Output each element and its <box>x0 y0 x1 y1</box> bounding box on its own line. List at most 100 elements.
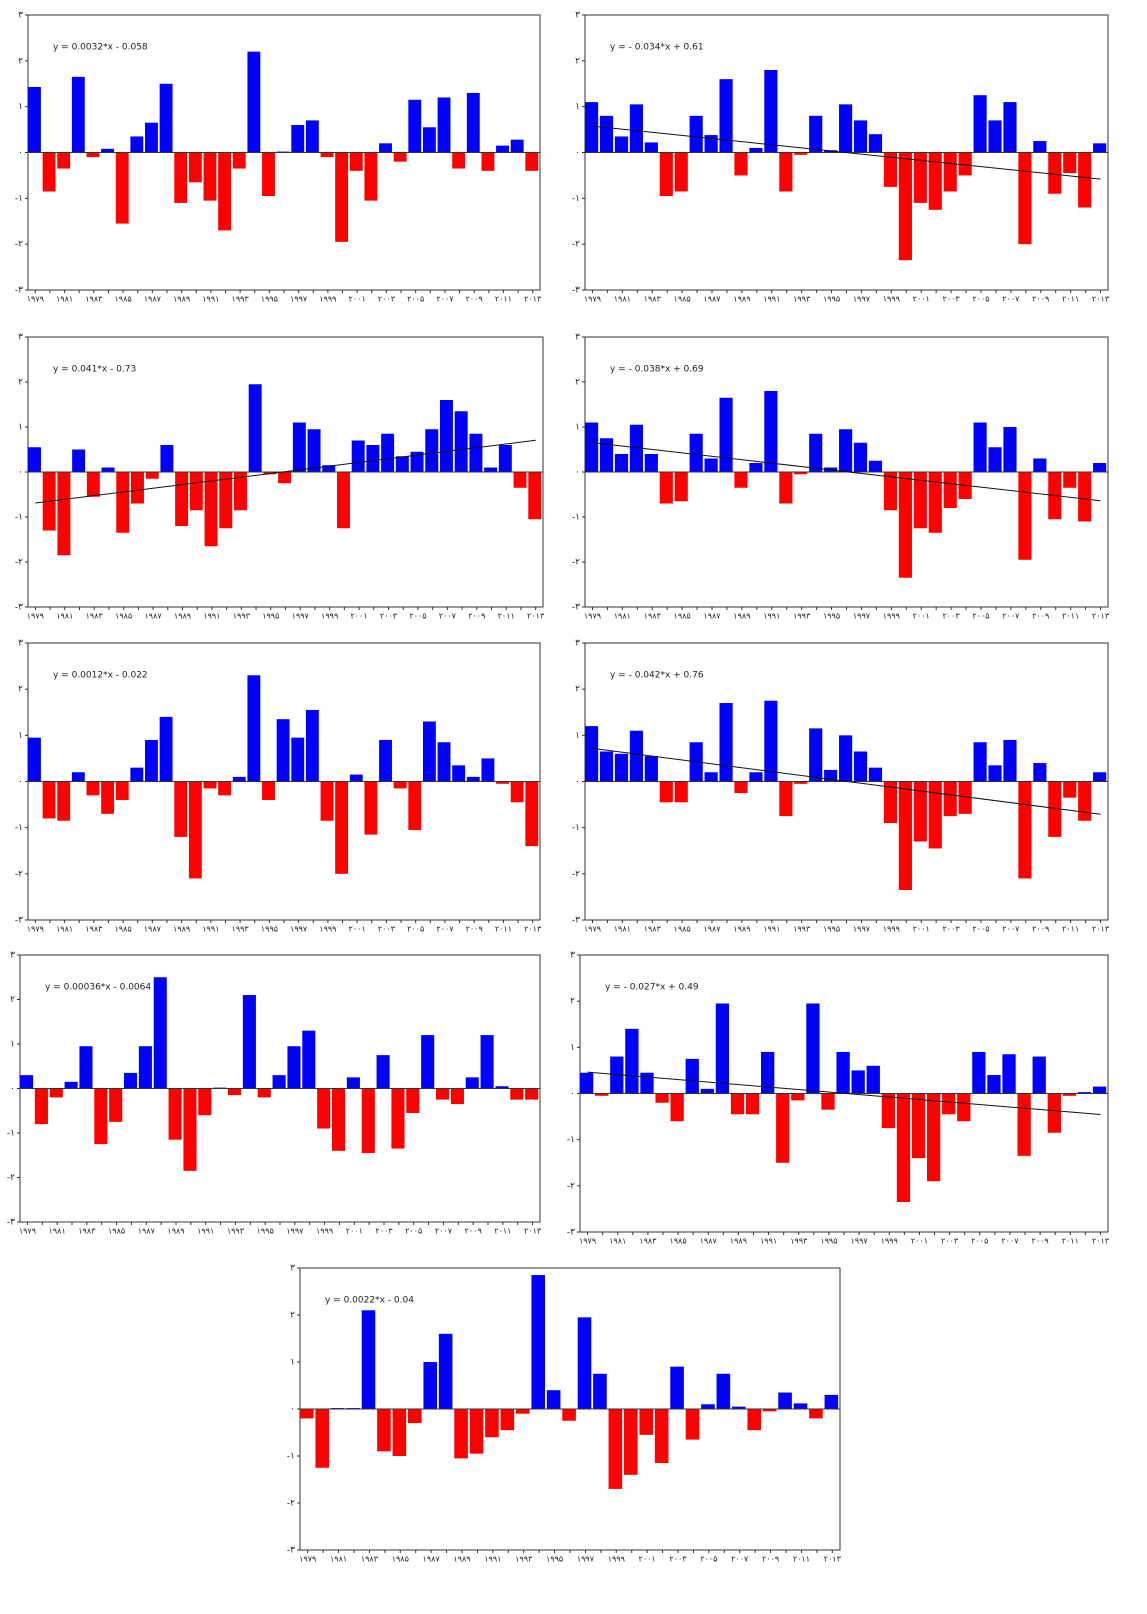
x-tick-label: ۱۹۹۱ <box>202 295 219 304</box>
x-tick-label: ۲۰۰۷ <box>1001 1237 1019 1246</box>
x-tick-label: ۱۹۹۹ <box>883 295 900 304</box>
y-tick-label: ۳ <box>10 951 15 961</box>
bar <box>1093 463 1107 472</box>
bar <box>28 86 41 153</box>
x-tick-label: ۲۰۰۳ <box>943 612 961 621</box>
x-tick-label: ۱۹۷۹ <box>27 925 44 934</box>
bar <box>732 1406 746 1409</box>
x-tick-label: ۱۹۷۹ <box>584 295 601 304</box>
bar <box>335 781 349 874</box>
y-tick-label: -۲ <box>7 1173 15 1183</box>
x-tick-label: ۲۰۰۵ <box>407 925 424 934</box>
bar <box>71 76 85 153</box>
bar <box>452 765 466 782</box>
x-tick-label: ۲۰۱۱ <box>793 1555 810 1564</box>
bar <box>659 781 673 803</box>
bar <box>364 152 378 201</box>
y-tick-label: ۳ <box>570 951 575 961</box>
bar <box>408 781 422 830</box>
x-tick-label: ۱۹۹۵ <box>257 1227 274 1236</box>
trend-equation: y = 0.00036*x - 0.0064 <box>45 983 151 993</box>
bar <box>866 1065 880 1094</box>
x-tick-label: ۲۰۰۵ <box>407 295 424 304</box>
bar <box>228 1088 242 1096</box>
x-tick-label: ۱۹۸۷ <box>703 925 721 934</box>
x-tick-label: ۱۹۸۹ <box>733 612 750 621</box>
bar <box>454 1409 468 1459</box>
y-tick-label: -۳ <box>572 916 580 926</box>
x-tick-label: ۱۹۸۱ <box>49 1227 66 1236</box>
bar <box>1017 1093 1031 1156</box>
x-tick-label: ۱۹۸۷ <box>144 295 162 304</box>
x-tick-label: ۲۰۱۳ <box>1092 1237 1110 1246</box>
bar <box>49 1088 63 1098</box>
bar <box>674 472 688 502</box>
x-tick-label: ۲۰۰۹ <box>1032 925 1049 934</box>
bar <box>715 1003 730 1094</box>
trend-equation: y = - 0.042*x + 0.76 <box>610 671 704 681</box>
bar <box>528 472 542 520</box>
bar <box>928 472 942 533</box>
bar <box>614 753 629 782</box>
x-tick-label: ۲۰۰۱ <box>346 1227 363 1236</box>
trend-line <box>592 747 1101 815</box>
y-tick-label: ۱ <box>575 102 580 112</box>
bar <box>745 1093 760 1115</box>
x-tick-label: ۱۹۸۵ <box>114 925 131 934</box>
bar <box>101 467 115 472</box>
x-tick-label: ۱۹۹۵ <box>820 1237 837 1246</box>
x-tick-label: ۲۰۰۳ <box>378 925 396 934</box>
bar <box>700 1088 714 1094</box>
x-tick-label: ۱۹۷۹ <box>584 925 601 934</box>
y-tick-label: -۱ <box>287 1452 295 1462</box>
x-tick-label: ۲۰۱۳ <box>1092 612 1110 621</box>
x-tick-label: ۱۹۹۱ <box>197 1227 214 1236</box>
y-tick-label: -۲ <box>567 1181 575 1191</box>
bar <box>115 781 129 800</box>
x-tick-label: ۱۹۸۳ <box>644 295 662 304</box>
x-tick-label: ۲۰۰۳ <box>380 612 398 621</box>
bar <box>203 781 217 789</box>
bar <box>898 152 912 261</box>
bar <box>689 433 703 472</box>
x-tick-label: ۱۹۸۹ <box>453 1555 470 1564</box>
x-tick-label: ۱۹۹۳ <box>793 295 811 304</box>
bar <box>438 1333 453 1409</box>
x-tick-label: ۱۹۸۳ <box>639 1237 657 1246</box>
bar <box>546 1390 561 1409</box>
trend-equation: y = - 0.027*x + 0.49 <box>605 983 699 993</box>
bar <box>364 781 378 835</box>
x-tick-label: ۱۹۹۷ <box>577 1555 595 1564</box>
bar <box>749 463 763 472</box>
bar <box>257 1088 271 1098</box>
bar <box>34 1088 48 1125</box>
bar <box>232 776 246 782</box>
x-tick-label: ۱۹۹۹ <box>608 1555 625 1564</box>
x-tick-label: ۱۹۸۹ <box>173 925 190 934</box>
x-tick-label: ۲۰۱۱ <box>1062 612 1079 621</box>
x-tick-label: ۱۹۹۵ <box>823 612 840 621</box>
bar <box>346 1077 360 1089</box>
bar <box>1003 102 1017 153</box>
bar <box>824 1394 839 1409</box>
x-tick-label: ۱۹۹۷ <box>292 612 310 621</box>
bar <box>302 1030 316 1089</box>
bar <box>452 152 466 169</box>
bar <box>764 391 778 472</box>
bar <box>1063 781 1077 798</box>
x-tick-label: ۱۹۹۳ <box>232 295 250 304</box>
bar <box>116 472 130 533</box>
bar <box>510 781 524 803</box>
bar <box>145 472 159 479</box>
x-tick-label: ۱۹۹۱ <box>763 295 780 304</box>
x-tick-label: ۱۹۸۹ <box>167 1227 184 1236</box>
bar <box>1032 1056 1046 1094</box>
bar <box>883 781 898 824</box>
y-tick-label: ۱ <box>575 423 580 433</box>
bar <box>794 781 808 784</box>
bar <box>988 765 1002 782</box>
y-tick-label: -۱ <box>567 1135 575 1145</box>
bar <box>911 1093 926 1159</box>
trend-equation: y = - 0.034*x + 0.61 <box>610 43 704 53</box>
bar <box>851 1070 865 1094</box>
